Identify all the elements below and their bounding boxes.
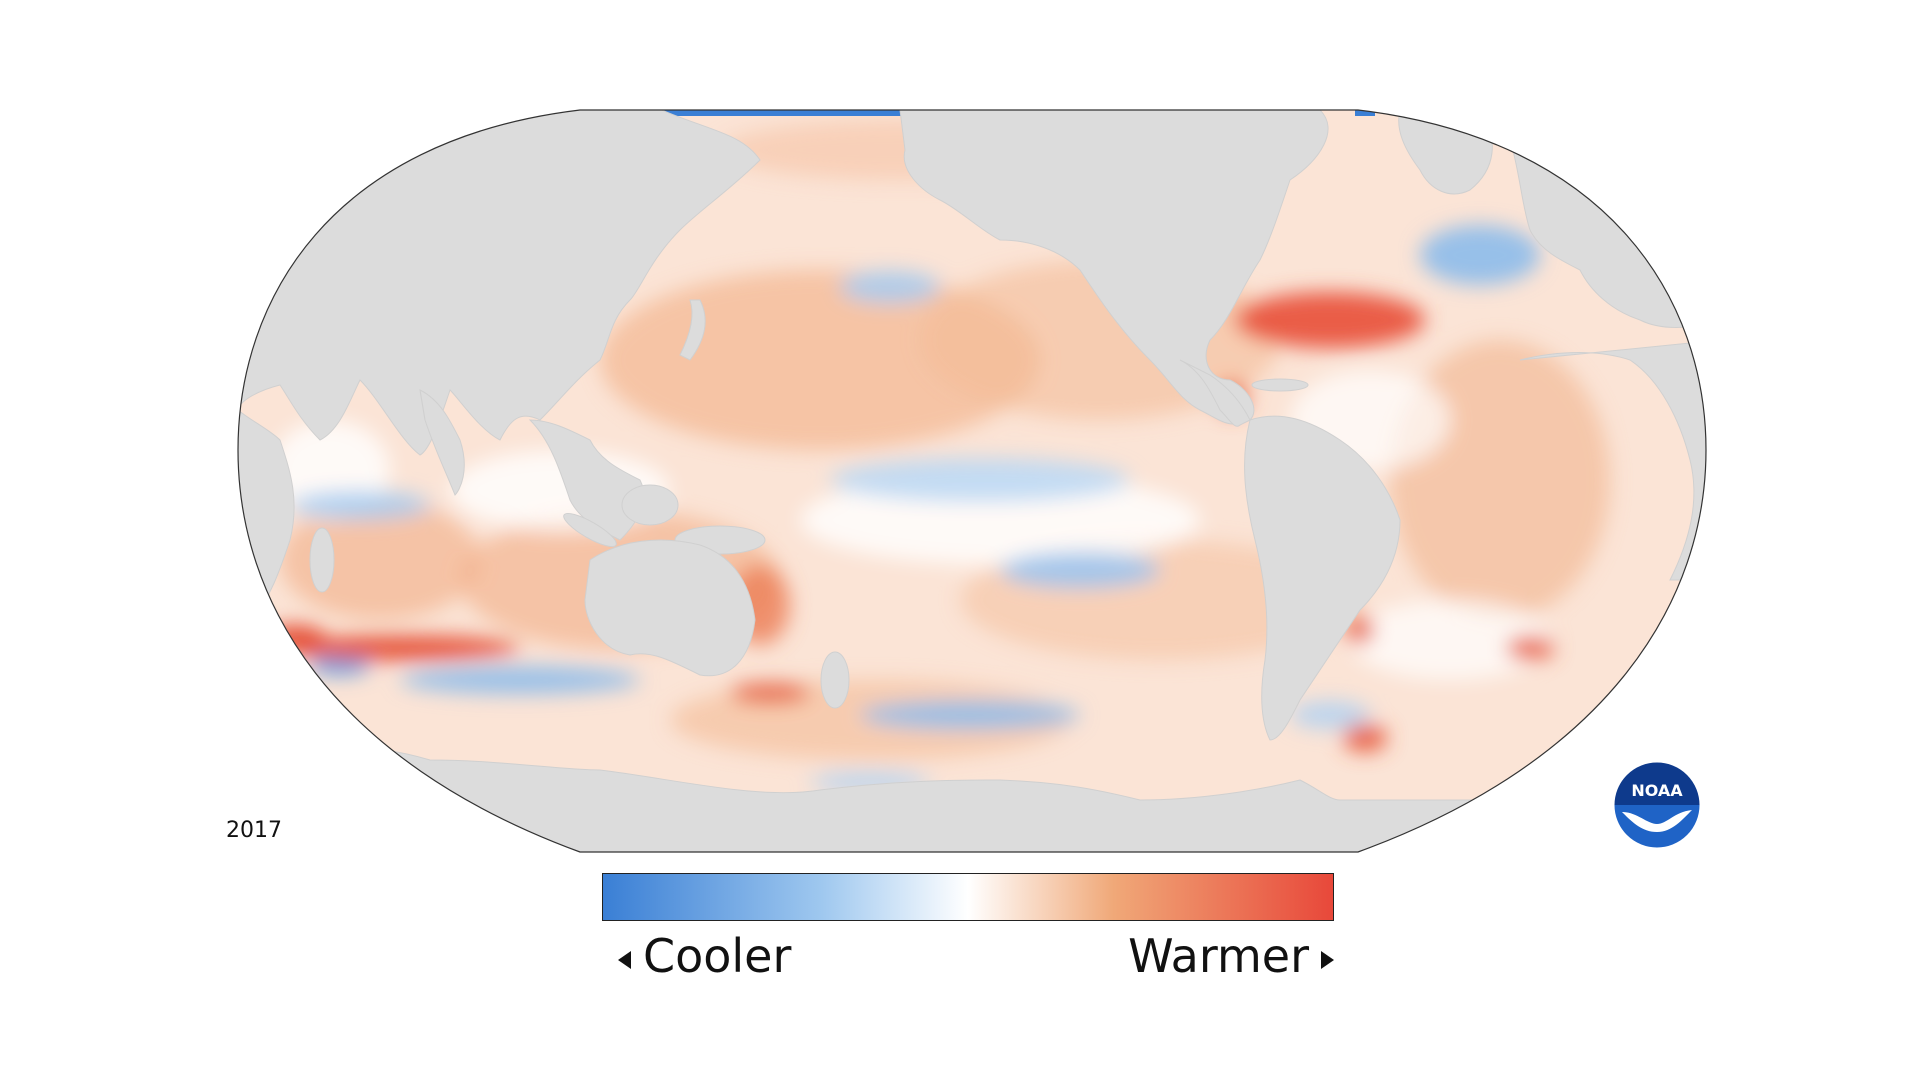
arctic-cool-strip bbox=[635, 110, 905, 116]
land-sumatra bbox=[563, 512, 617, 548]
noaa-logo-text: NOAA bbox=[1631, 781, 1683, 800]
cooler-legend-label: Cooler bbox=[618, 928, 791, 984]
arctic-cool-strip-east bbox=[1355, 110, 1375, 116]
temperature-anomaly-layer bbox=[265, 120, 1610, 792]
land-japan bbox=[679, 299, 706, 361]
land-madagascar bbox=[309, 527, 335, 593]
land-australia bbox=[584, 539, 756, 677]
warmer-legend-label: Warmer bbox=[1128, 928, 1334, 984]
noaa-logo: NOAA bbox=[1613, 761, 1701, 849]
right-arrow-icon bbox=[1321, 950, 1334, 969]
land-south-america bbox=[1244, 415, 1401, 741]
land-new-zealand bbox=[820, 651, 850, 709]
map-border bbox=[237, 109, 1707, 853]
land-india bbox=[419, 389, 465, 496]
land-antarctica bbox=[238, 746, 1706, 852]
land-borneo bbox=[621, 484, 679, 526]
land-cuba bbox=[1251, 378, 1309, 392]
land-central-america bbox=[1179, 359, 1251, 427]
cooler-text: Cooler bbox=[643, 929, 792, 983]
land-africa-west bbox=[1519, 339, 1706, 581]
left-arrow-icon bbox=[618, 950, 631, 969]
year-label: 2017 bbox=[226, 818, 282, 843]
land-north-america bbox=[899, 110, 1329, 425]
colorbar bbox=[602, 873, 1334, 921]
warmer-text: Warmer bbox=[1128, 929, 1309, 983]
